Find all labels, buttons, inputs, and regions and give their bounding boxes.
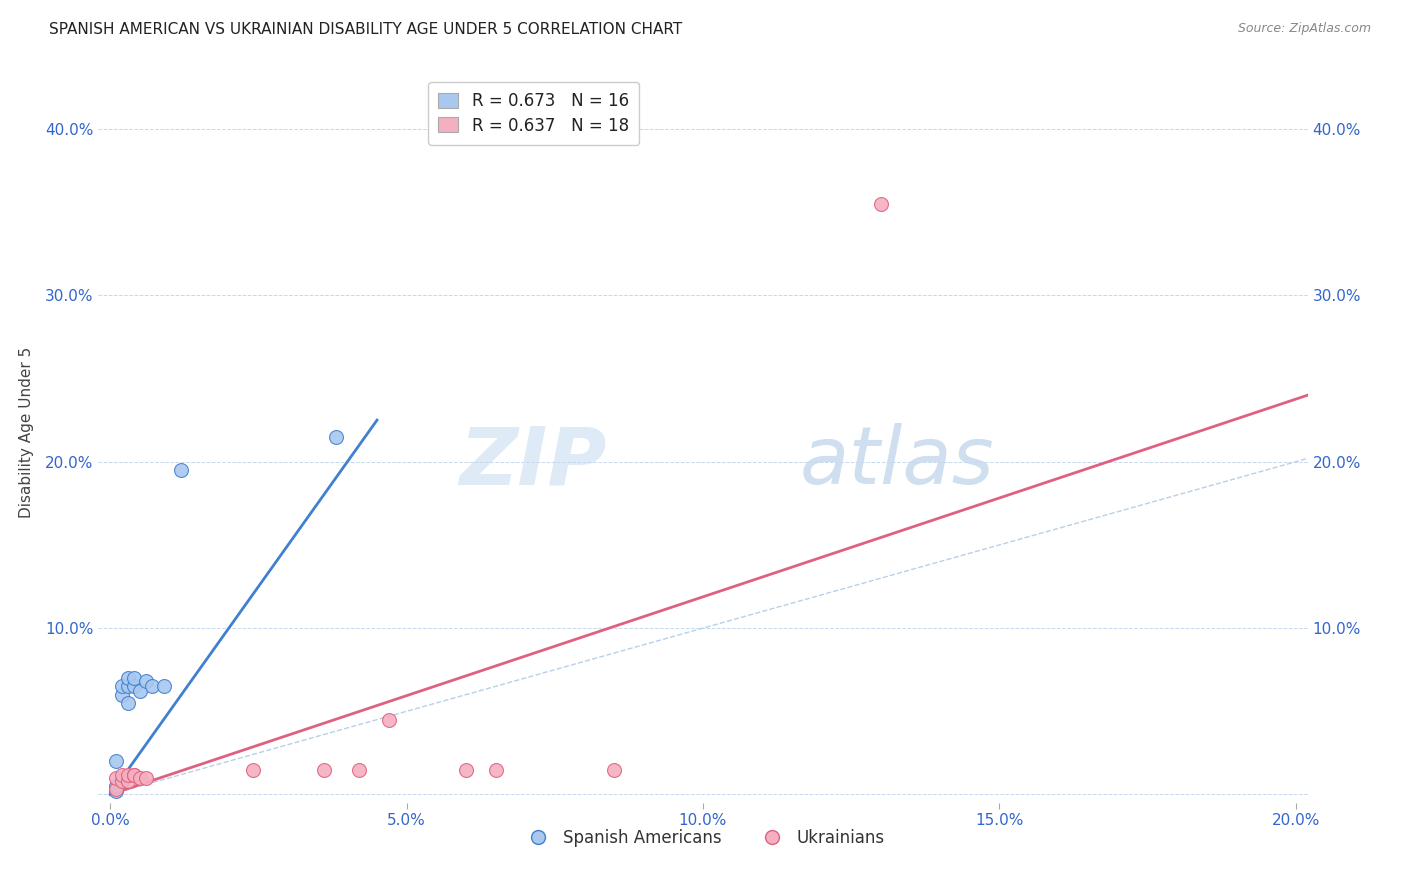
Point <box>111 688 134 702</box>
Point <box>105 754 128 768</box>
Point <box>111 679 134 693</box>
Text: SPANISH AMERICAN VS UKRAINIAN DISABILITY AGE UNDER 5 CORRELATION CHART: SPANISH AMERICAN VS UKRAINIAN DISABILITY… <box>49 22 682 37</box>
Point <box>129 684 152 698</box>
Point <box>141 679 163 693</box>
Point <box>122 671 145 685</box>
Text: ZIP: ZIP <box>458 423 606 501</box>
Point <box>105 782 128 797</box>
Point <box>378 713 401 727</box>
Point <box>129 771 152 785</box>
Point <box>603 763 626 777</box>
Legend: Spanish Americans, Ukrainians: Spanish Americans, Ukrainians <box>515 822 891 854</box>
Point <box>111 774 134 789</box>
Point <box>122 767 145 781</box>
Point <box>312 763 335 777</box>
Point <box>242 763 264 777</box>
Point <box>135 674 157 689</box>
Point <box>105 784 128 798</box>
Text: Source: ZipAtlas.com: Source: ZipAtlas.com <box>1237 22 1371 36</box>
Point <box>454 763 477 777</box>
Point <box>122 767 145 781</box>
Point <box>325 430 347 444</box>
Point <box>117 671 139 685</box>
Point <box>135 771 157 785</box>
Point <box>111 767 134 781</box>
Point <box>117 696 139 710</box>
Point <box>122 679 145 693</box>
Point <box>869 197 891 211</box>
Point <box>152 679 174 693</box>
Y-axis label: Disability Age Under 5: Disability Age Under 5 <box>18 347 34 518</box>
Point <box>117 679 139 693</box>
Point <box>484 763 506 777</box>
Point <box>117 767 139 781</box>
Text: atlas: atlas <box>800 423 994 501</box>
Point <box>347 763 370 777</box>
Point <box>105 771 128 785</box>
Point <box>117 774 139 789</box>
Point <box>170 463 193 477</box>
Point <box>105 779 128 793</box>
